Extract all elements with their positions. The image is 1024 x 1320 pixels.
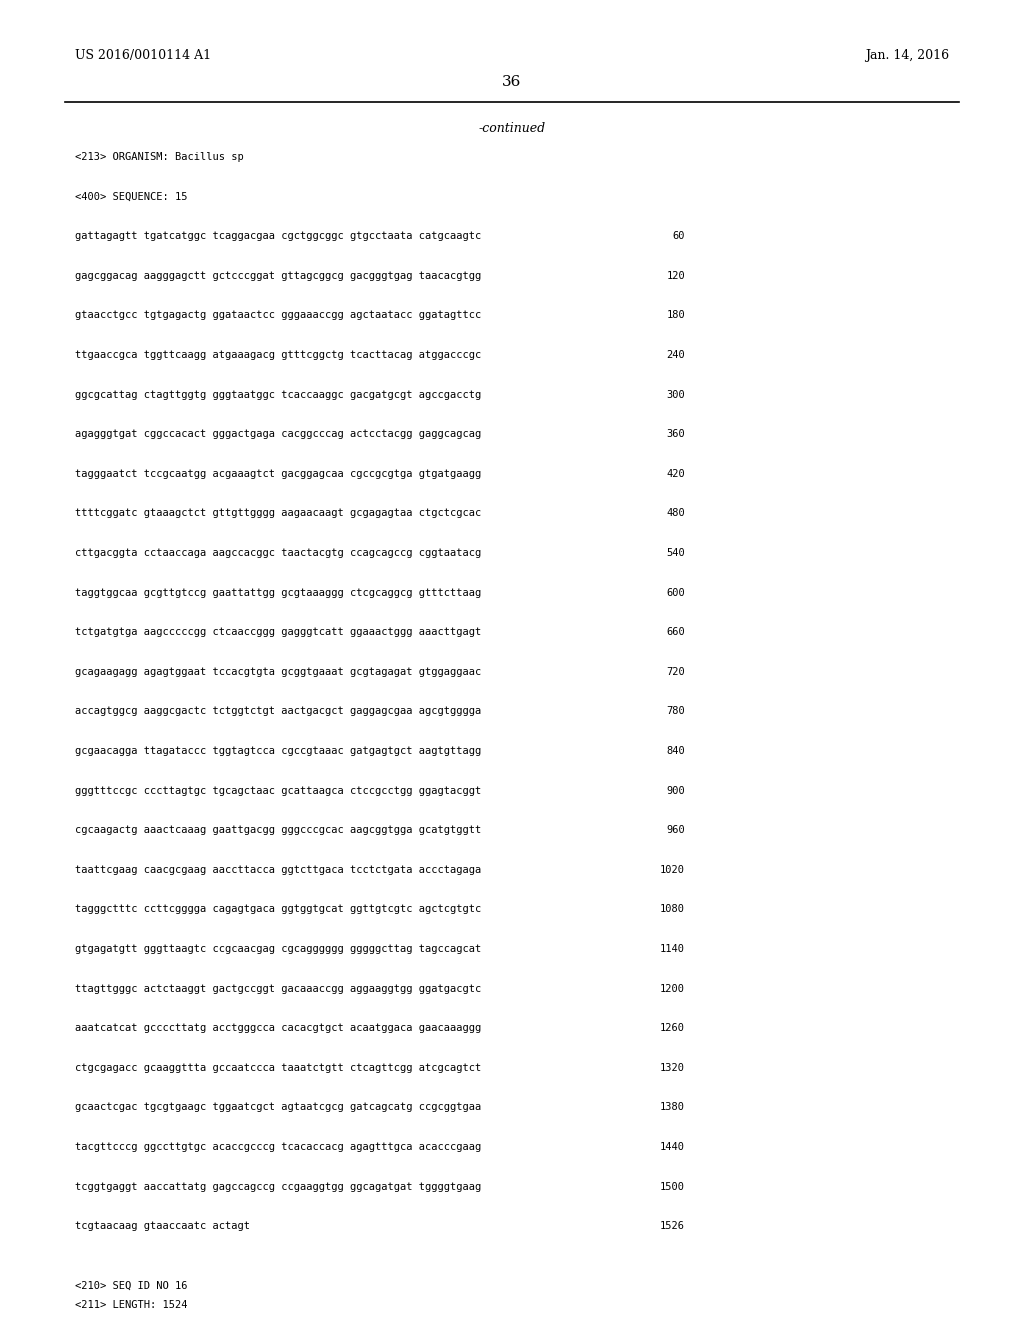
Text: tctgatgtga aagcccccgg ctcaaccggg gagggtcatt ggaaactggg aaacttgagt: tctgatgtga aagcccccgg ctcaaccggg gagggtc…	[75, 627, 481, 638]
Text: 1526: 1526	[660, 1221, 685, 1232]
Text: gtaacctgcc tgtgagactg ggataactcc gggaaaccgg agctaatacc ggatagttcc: gtaacctgcc tgtgagactg ggataactcc gggaaac…	[75, 310, 481, 321]
Text: 960: 960	[667, 825, 685, 836]
Text: gagcggacag aagggagctt gctcccggat gttagcggcg gacgggtgag taacacgtgg: gagcggacag aagggagctt gctcccggat gttagcg…	[75, 271, 481, 281]
Text: 1320: 1320	[660, 1063, 685, 1073]
Text: <210> SEQ ID NO 16: <210> SEQ ID NO 16	[75, 1280, 187, 1291]
Text: 1380: 1380	[660, 1102, 685, 1113]
Text: aaatcatcat gccccttatg acctgggcca cacacgtgct acaatggaca gaacaaaggg: aaatcatcat gccccttatg acctgggcca cacacgt…	[75, 1023, 481, 1034]
Text: cgcaagactg aaactcaaag gaattgacgg gggcccgcac aagcggtgga gcatgtggtt: cgcaagactg aaactcaaag gaattgacgg gggcccg…	[75, 825, 481, 836]
Text: <213> ORGANISM: Bacillus sp: <213> ORGANISM: Bacillus sp	[75, 152, 244, 162]
Text: 1200: 1200	[660, 983, 685, 994]
Text: gcgaacagga ttagataccc tggtagtcca cgccgtaaac gatgagtgct aagtgttagg: gcgaacagga ttagataccc tggtagtcca cgccgta…	[75, 746, 481, 756]
Text: 1500: 1500	[660, 1181, 685, 1192]
Text: 1440: 1440	[660, 1142, 685, 1152]
Text: gggtttccgc cccttagtgc tgcagctaac gcattaagca ctccgcctgg ggagtacggt: gggtttccgc cccttagtgc tgcagctaac gcattaa…	[75, 785, 481, 796]
Text: 540: 540	[667, 548, 685, 558]
Text: ggcgcattag ctagttggtg gggtaatggc tcaccaaggc gacgatgcgt agccgacctg: ggcgcattag ctagttggtg gggtaatggc tcaccaa…	[75, 389, 481, 400]
Text: gcagaagagg agagtggaat tccacgtgta gcggtgaaat gcgtagagat gtggaggaac: gcagaagagg agagtggaat tccacgtgta gcggtga…	[75, 667, 481, 677]
Text: US 2016/0010114 A1: US 2016/0010114 A1	[75, 49, 211, 62]
Text: cttgacggta cctaaccaga aagccacggc taactacgtg ccagcagccg cggtaatacg: cttgacggta cctaaccaga aagccacggc taactac…	[75, 548, 481, 558]
Text: 1260: 1260	[660, 1023, 685, 1034]
Text: 900: 900	[667, 785, 685, 796]
Text: Jan. 14, 2016: Jan. 14, 2016	[865, 49, 949, 62]
Text: ctgcgagacc gcaaggttta gccaatccca taaatctgtt ctcagttcgg atcgcagtct: ctgcgagacc gcaaggttta gccaatccca taaatct…	[75, 1063, 481, 1073]
Text: 600: 600	[667, 587, 685, 598]
Text: taggtggcaa gcgttgtccg gaattattgg gcgtaaaggg ctcgcaggcg gtttcttaag: taggtggcaa gcgttgtccg gaattattgg gcgtaaa…	[75, 587, 481, 598]
Text: ttttcggatc gtaaagctct gttgttgggg aagaacaagt gcgagagtaa ctgctcgcac: ttttcggatc gtaaagctct gttgttgggg aagaaca…	[75, 508, 481, 519]
Text: 120: 120	[667, 271, 685, 281]
Text: 1140: 1140	[660, 944, 685, 954]
Text: ttgaaccgca tggttcaagg atgaaagacg gtttcggctg tcacttacag atggacccgc: ttgaaccgca tggttcaagg atgaaagacg gtttcgg…	[75, 350, 481, 360]
Text: 300: 300	[667, 389, 685, 400]
Text: 480: 480	[667, 508, 685, 519]
Text: ttagttgggc actctaaggt gactgccggt gacaaaccgg aggaaggtgg ggatgacgtc: ttagttgggc actctaaggt gactgccggt gacaaac…	[75, 983, 481, 994]
Text: gattagagtt tgatcatggc tcaggacgaa cgctggcggc gtgcctaata catgcaagtc: gattagagtt tgatcatggc tcaggacgaa cgctggc…	[75, 231, 481, 242]
Text: 180: 180	[667, 310, 685, 321]
Text: tagggctttc ccttcgggga cagagtgaca ggtggtgcat ggttgtcgtc agctcgtgtc: tagggctttc ccttcgggga cagagtgaca ggtggtg…	[75, 904, 481, 915]
Text: tacgttcccg ggccttgtgc acaccgcccg tcacaccacg agagtttgca acacccgaag: tacgttcccg ggccttgtgc acaccgcccg tcacacc…	[75, 1142, 481, 1152]
Text: tagggaatct tccgcaatgg acgaaagtct gacggagcaa cgccgcgtga gtgatgaagg: tagggaatct tccgcaatgg acgaaagtct gacggag…	[75, 469, 481, 479]
Text: 60: 60	[673, 231, 685, 242]
Text: 660: 660	[667, 627, 685, 638]
Text: 720: 720	[667, 667, 685, 677]
Text: tcgtaacaag gtaaccaatc actagt: tcgtaacaag gtaaccaatc actagt	[75, 1221, 250, 1232]
Text: 240: 240	[667, 350, 685, 360]
Text: 360: 360	[667, 429, 685, 440]
Text: 1080: 1080	[660, 904, 685, 915]
Text: 1020: 1020	[660, 865, 685, 875]
Text: 780: 780	[667, 706, 685, 717]
Text: gcaactcgac tgcgtgaagc tggaatcgct agtaatcgcg gatcagcatg ccgcggtgaa: gcaactcgac tgcgtgaagc tggaatcgct agtaatc…	[75, 1102, 481, 1113]
Text: accagtggcg aaggcgactc tctggtctgt aactgacgct gaggagcgaa agcgtgggga: accagtggcg aaggcgactc tctggtctgt aactgac…	[75, 706, 481, 717]
Text: agagggtgat cggccacact gggactgaga cacggcccag actcctacgg gaggcagcag: agagggtgat cggccacact gggactgaga cacggcc…	[75, 429, 481, 440]
Text: gtgagatgtt gggttaagtc ccgcaacgag cgcagggggg gggggcttag tagccagcat: gtgagatgtt gggttaagtc ccgcaacgag cgcaggg…	[75, 944, 481, 954]
Text: <400> SEQUENCE: 15: <400> SEQUENCE: 15	[75, 191, 187, 202]
Text: taattcgaag caacgcgaag aaccttacca ggtcttgaca tcctctgata accctagaga: taattcgaag caacgcgaag aaccttacca ggtcttg…	[75, 865, 481, 875]
Text: -continued: -continued	[478, 121, 546, 135]
Text: tcggtgaggt aaccattatg gagccagccg ccgaaggtgg ggcagatgat tggggtgaag: tcggtgaggt aaccattatg gagccagccg ccgaagg…	[75, 1181, 481, 1192]
Text: 840: 840	[667, 746, 685, 756]
Text: 420: 420	[667, 469, 685, 479]
Text: <211> LENGTH: 1524: <211> LENGTH: 1524	[75, 1300, 187, 1311]
Text: 36: 36	[503, 75, 521, 88]
